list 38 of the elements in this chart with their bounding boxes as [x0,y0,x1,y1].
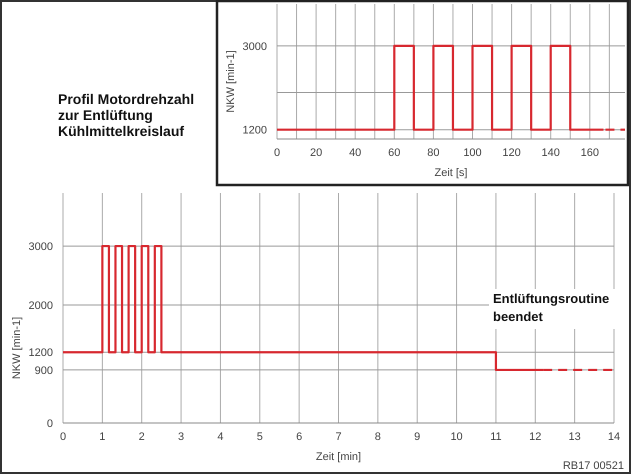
y-tick-label: 3000 [28,241,53,254]
x-tick-label: 140 [542,147,560,159]
x-tick-label: 3 [178,431,184,443]
y-axis-title: NKW [min-1] [225,50,237,113]
x-tick-label: 40 [349,147,362,159]
x-tick-label: 7 [335,431,342,443]
x-tick-label: 2 [138,431,145,443]
x-tick-label: 10 [450,431,463,443]
y-tick-label: 3000 [242,40,267,53]
x-tick-label: 8 [374,431,381,443]
x-tick-label: 12 [529,431,542,443]
x-tick-label: 5 [256,431,263,443]
x-tick-label: 1 [99,431,106,443]
x-tick-label: 60 [388,147,400,159]
y-tick-label: 2000 [28,300,53,312]
x-tick-label: 4 [217,431,224,443]
x-tick-label: 14 [608,431,620,443]
x-tick-label: 11 [490,431,502,443]
chart-title: Profil Motordrehzahl zur Entlüftung Kühlmittelkreislauf [58,91,194,139]
x-axis-title: Zeit [min] [316,451,362,463]
y-axis-title: NKW [min-1] [11,316,23,380]
x-tick-label: 20 [310,147,322,159]
x-tick-label: 120 [502,147,521,159]
y-tick-label: 1200 [242,124,267,137]
x-tick-label: 0 [274,147,280,159]
x-tick-label: 6 [296,431,302,443]
y-tick-label: 900 [34,364,53,377]
x-tick-label: 80 [427,147,440,159]
x-tick-label: 100 [463,147,482,159]
x-tick-label: 9 [414,431,420,443]
y-tick-label: 0 [46,418,53,430]
annotation: Entlüftungsroutine beendet [493,291,610,324]
x-axis-title: Zeit [s] [434,167,468,179]
text: RB17 00521 [562,460,624,472]
y-tick-label: 1200 [28,347,53,360]
x-tick-label: 160 [580,147,599,159]
x-tick-label: 0 [60,431,66,443]
x-tick-label: 13 [568,431,581,443]
